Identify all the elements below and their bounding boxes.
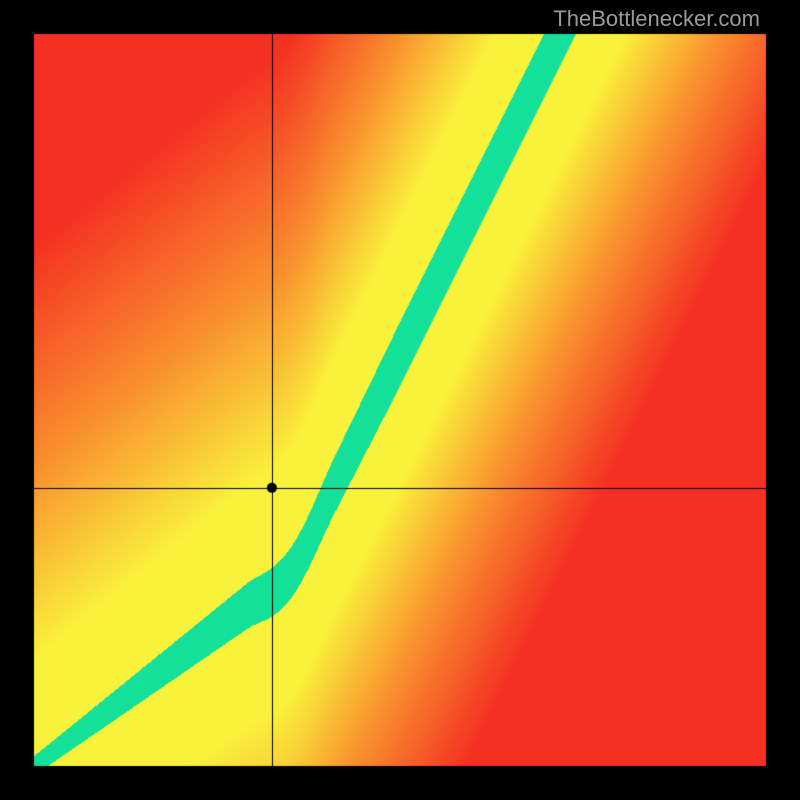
watermark-text: TheBottlenecker.com [553, 6, 760, 32]
heatmap-canvas [0, 0, 800, 800]
chart-container: TheBottlenecker.com [0, 0, 800, 800]
